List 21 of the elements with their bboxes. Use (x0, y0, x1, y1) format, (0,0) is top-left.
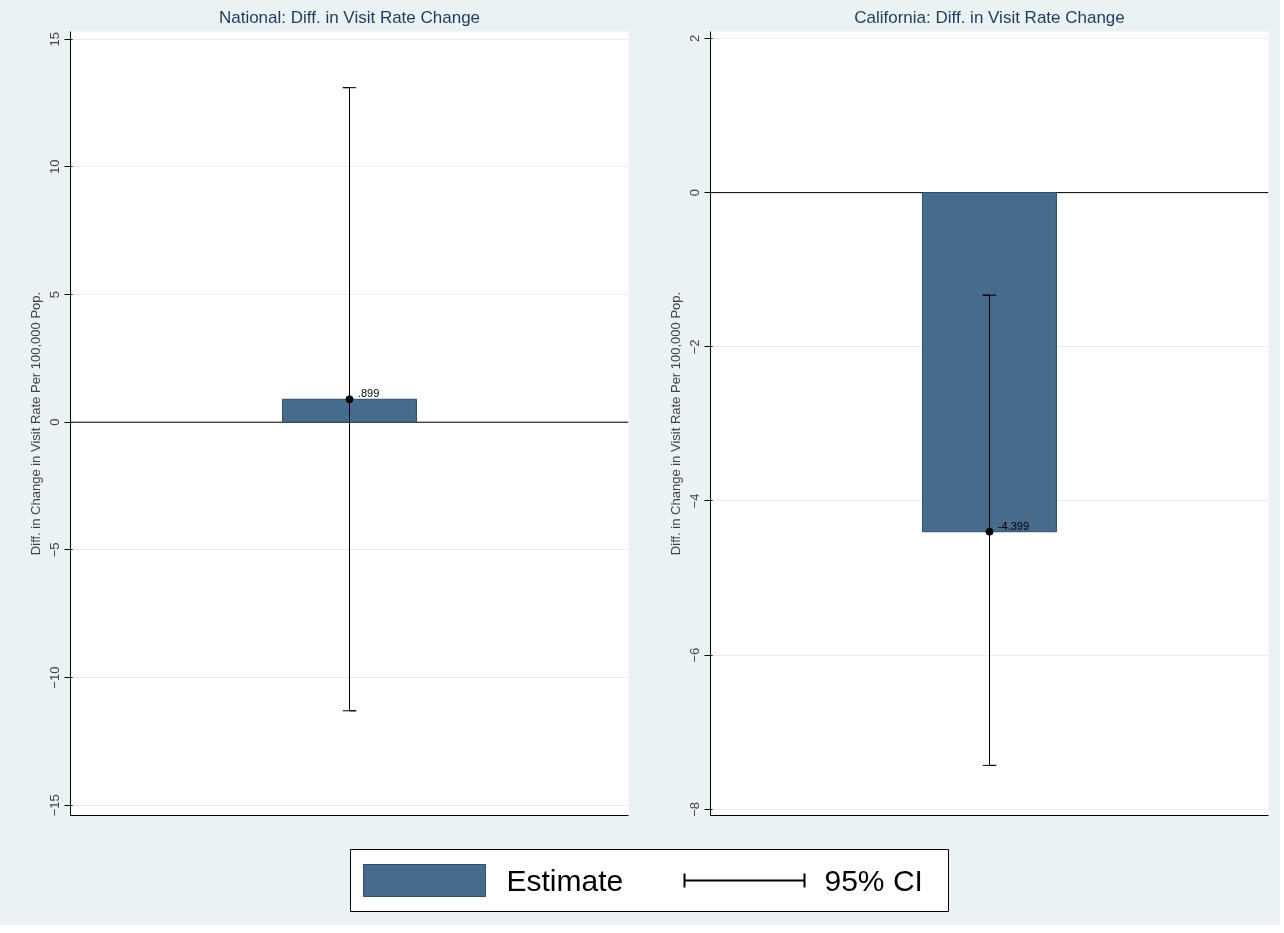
data-label: .899 (357, 387, 380, 400)
y-tick-label: 5 (47, 290, 63, 299)
y-tick-label: −2 (687, 339, 703, 355)
y-tick-label: −15 (47, 794, 63, 817)
y-tick-label: 10 (47, 159, 63, 175)
chart-title: California: Diff. in Visit Rate Change (854, 7, 1125, 27)
data-label: -4.399 (997, 519, 1030, 532)
text: 95% CI (824, 864, 923, 897)
y-axis-title: Diff. in Change in Visit Rate Per 100,000 Pop. (667, 291, 683, 556)
y-tick-label: 2 (687, 34, 703, 43)
chart-title: National: Diff. in Visit Rate Change (218, 7, 481, 27)
y-tick-label: 0 (687, 189, 703, 197)
y-tick-label: 15 (47, 31, 63, 47)
y-tick-label: −8 (687, 801, 703, 817)
y-axis-title: Diff. in Change in Visit Rate Per 100,000 Pop. (27, 291, 43, 556)
y-tick-label: −10 (47, 666, 63, 689)
y-tick-label: 0 (47, 418, 63, 426)
y-tick-label: −4 (687, 493, 703, 509)
legend-label: Estimate (506, 864, 624, 897)
y-tick-label: −5 (47, 542, 63, 558)
y-tick-label: −6 (687, 647, 703, 663)
